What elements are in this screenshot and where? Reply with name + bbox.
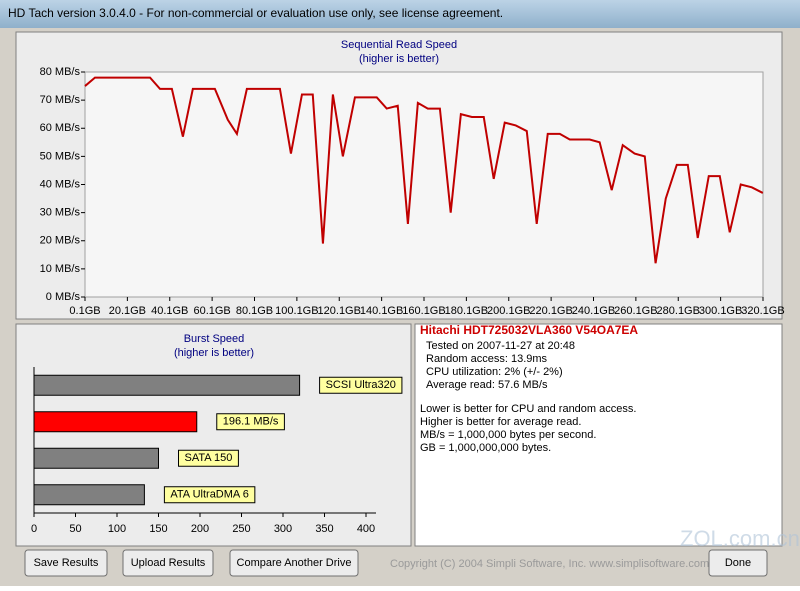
bar-label: 196.1 MB/s [216,413,285,431]
info-detail: CPU utilization: 2% (+/- 2%) [426,366,563,378]
y-tick-label: 0 MB/s [46,291,81,303]
button[interactable]: Upload Results [122,549,214,577]
watermark: ZOL.com.cn [680,526,800,551]
drive-name: Hitachi HDT725032VLA360 V54OA7EA [420,323,638,337]
x-tick-label: 100 [108,523,126,535]
x-tick-label: 140.1GB [360,305,403,317]
x-tick-label: 120.1GB [318,305,361,317]
x-tick-label: 60.1GB [193,305,230,317]
x-tick-label: 260.1GB [614,305,657,317]
bar-label-text: 196.1 MB/s [223,416,279,428]
y-tick-label: 10 MB/s [40,263,81,275]
button[interactable]: Done [708,549,768,577]
button-label[interactable]: Upload Results [131,557,206,569]
chart-subtitle: (higher is better) [359,53,439,65]
x-tick-label: 300.1GB [699,305,742,317]
x-tick-label: 300 [274,523,292,535]
button-face[interactable] [708,549,768,577]
info-note: Lower is better for CPU and random acces… [420,403,636,415]
x-tick-label: 80.1GB [236,305,273,317]
button-label[interactable]: Save Results [34,557,99,569]
x-tick-label: 320.1GB [741,305,784,317]
info-note: Higher is better for average read. [420,416,581,428]
chart-title: Sequential Read Speed [341,39,457,51]
bar [33,484,145,506]
x-tick-label: 100.1GB [275,305,318,317]
button-label[interactable]: Compare Another Drive [237,557,352,569]
bar-label-text: SATA 150 [185,452,233,464]
bar-label: ATA UltraDMA 6 [163,486,256,504]
bar [33,411,198,433]
x-tick-label: 0.1GB [69,305,100,317]
x-tick-label: 50 [69,523,81,535]
plot-area [84,71,764,298]
x-tick-label: 200.1GB [487,305,530,317]
x-tick-label: 180.1GB [445,305,488,317]
x-tick-label: 280.1GB [657,305,700,317]
x-tick-label: 160.1GB [402,305,445,317]
x-tick-label: 200 [191,523,209,535]
x-tick-label: 250 [232,523,250,535]
bar [33,447,159,469]
button-face[interactable] [24,549,108,577]
label-box [319,376,403,394]
button-label[interactable]: Done [725,557,751,569]
bar-label: SCSI Ultra320 [319,376,403,394]
bar-label-text: SCSI Ultra320 [326,379,396,391]
bar [33,374,301,396]
x-tick-label: 400 [357,523,375,535]
info-note: MB/s = 1,000,000 bytes per second. [420,429,596,441]
info-detail: Average read: 57.6 MB/s [426,379,548,391]
y-tick-label: 20 MB/s [40,235,81,247]
copyright: Copyright (C) 2004 Simpli Software, Inc.… [390,558,709,570]
y-tick-label: 60 MB/s [40,122,81,134]
bar-label: SATA 150 [178,449,239,467]
bar-label-text: ATA UltraDMA 6 [170,489,248,501]
button-face[interactable] [229,549,359,577]
button[interactable]: Save Results [24,549,108,577]
y-tick-label: 40 MB/s [40,178,81,190]
chart-title: Burst Speed [184,333,245,345]
y-tick-label: 30 MB/s [40,207,81,219]
x-tick-label: 40.1GB [151,305,188,317]
label-box [216,413,285,431]
info-detail: Tested on 2007-11-27 at 20:48 [426,340,575,352]
x-tick-label: 350 [315,523,333,535]
x-tick-label: 240.1GB [572,305,615,317]
x-tick-label: 150 [149,523,167,535]
window-title: HD Tach version 3.0.4.0 - For non-commer… [8,6,503,20]
read-speed-line [84,76,764,264]
button-face[interactable] [122,549,214,577]
x-tick-label: 220.1GB [529,305,572,317]
label-box [163,486,256,504]
y-tick-label: 50 MB/s [40,150,81,162]
chart-subtitle: (higher is better) [174,347,254,359]
label-box [178,449,239,467]
x-tick-label: 20.1GB [109,305,146,317]
x-tick-label: 0 [31,523,37,535]
info-panel [414,323,783,547]
info-detail: Random access: 13.9ms [426,353,548,365]
y-tick-label: 80 MB/s [40,66,81,78]
burst-panel [15,323,412,547]
button[interactable]: Compare Another Drive [229,549,359,577]
title-bar [0,0,800,28]
info-note: GB = 1,000,000,000 bytes. [420,442,551,454]
y-tick-label: 70 MB/s [40,94,81,106]
